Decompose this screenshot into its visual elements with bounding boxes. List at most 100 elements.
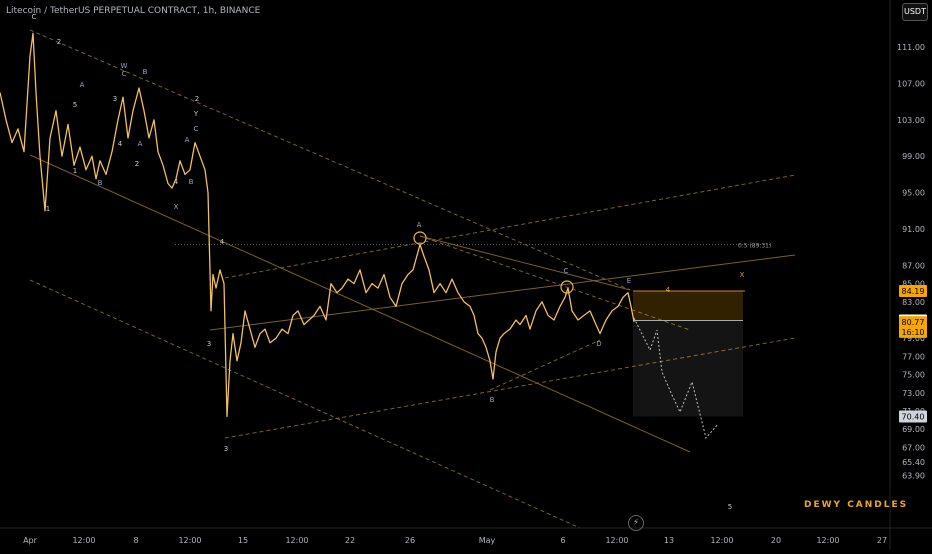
wave-label: B [490, 396, 495, 404]
price-tag: 84.19 [902, 287, 925, 296]
fib-label: 0.5 (89.31) [738, 242, 771, 249]
price-series [0, 32, 719, 440]
price-tag-bg [899, 410, 927, 423]
wave-label: X [740, 271, 745, 279]
x-tick-label: 12:00 [285, 536, 308, 545]
price-tag-bg [899, 284, 927, 297]
wave-label: E [627, 277, 631, 285]
wave-label: 4 [666, 286, 671, 294]
x-tick-label: 26 [405, 536, 415, 545]
y-tick-label: 77.00 [902, 352, 925, 361]
y-tick-label: 63.90 [902, 472, 925, 481]
wave-label: 1 [73, 167, 77, 175]
currency-button[interactable]: USDT [902, 3, 928, 21]
price-tag: 70.40 [902, 412, 925, 421]
y-tick-label: 107.00 [897, 79, 925, 88]
wave-label: 3 [207, 340, 211, 348]
channel-line [29, 29, 631, 291]
y-tick-label: 83.00 [902, 298, 925, 307]
channel-line [419, 235, 631, 291]
y-tick-label: 91.00 [902, 225, 925, 234]
channel-line [419, 235, 691, 331]
wave-label: B [189, 178, 194, 186]
y-tick-label: 85.00 [902, 280, 925, 289]
x-tick-label: 8 [133, 536, 138, 545]
wave-label: A [80, 81, 85, 89]
wave-label: 2 [57, 38, 61, 46]
wave-label: 5 [728, 503, 732, 511]
y-tick-label: 95.00 [902, 189, 925, 198]
channel-line [29, 154, 691, 453]
wave-label: 3 [224, 445, 228, 453]
wave-label: Y [193, 110, 199, 118]
lightning-icon[interactable]: ⚡ [628, 515, 644, 531]
y-tick-label: 67.00 [902, 443, 925, 452]
wave-label: 1 [46, 205, 50, 213]
channel-line [489, 339, 601, 391]
price-wick-shadow [0, 33, 635, 417]
channel-line [209, 254, 796, 331]
price-tag-bg [899, 316, 927, 329]
y-tick-label: 111.00 [897, 43, 925, 52]
wave-label: C [564, 267, 569, 275]
wave-label: X [174, 203, 179, 211]
y-tick-label: 75.00 [902, 371, 925, 380]
x-tick-label: 6 [560, 536, 565, 545]
wave-label: B [98, 179, 103, 187]
y-tick-label: 99.00 [902, 152, 925, 161]
brand-watermark: DEWY CANDLES [804, 500, 909, 510]
forecast-path [633, 317, 719, 440]
price-tag-bg [899, 325, 927, 338]
wave-label: 4 [174, 178, 179, 186]
x-tick-label: Apr [23, 536, 38, 545]
price-tag: 16:10 [901, 328, 924, 337]
wave-label: 5 [73, 101, 77, 109]
trend-lines: 0.5 (89.31) [29, 29, 796, 529]
y-tick-label: 79.00 [902, 334, 925, 343]
x-tick-label: 12:00 [816, 536, 839, 545]
wave-label: C [194, 125, 199, 133]
channel-line [224, 337, 796, 439]
y-tick-label: 87.00 [902, 261, 925, 270]
x-tick-label: May [479, 536, 496, 545]
chart-title: Litecoin / TetherUS PERPETUAL CONTRACT, … [6, 6, 261, 16]
target-zone [633, 290, 743, 321]
x-tick-label: 15 [238, 536, 248, 545]
pivot-marker [560, 280, 574, 294]
wave-label: 4 [118, 140, 123, 148]
wave-label: 4 [220, 238, 225, 246]
y-tick-label: 73.00 [902, 389, 925, 398]
wave-label: 2 [195, 95, 199, 103]
y-tick-label: 69.00 [902, 425, 925, 434]
x-tick-label: 13 [664, 536, 674, 545]
wave-label: A [138, 140, 143, 148]
wave-label: A [185, 136, 190, 144]
x-tick-label: 12:00 [178, 536, 201, 545]
wave-label: D [596, 340, 601, 348]
price-line [0, 32, 635, 418]
channel-line [224, 174, 796, 279]
projection-zone [633, 320, 743, 417]
wave-label: C [32, 13, 37, 21]
wave-label: 2 [135, 160, 139, 168]
wave-label: B [143, 68, 148, 76]
x-tick-label: 12:00 [605, 536, 628, 545]
y-tick-label: 65.40 [902, 458, 925, 467]
wave-label: 3 [113, 95, 117, 103]
x-tick-label: 22 [345, 536, 355, 545]
price-tag: 80.77 [902, 318, 925, 327]
wave-label: W [121, 62, 128, 70]
wave-label: A [417, 221, 422, 229]
pivot-marker [413, 231, 427, 245]
y-tick-label: 103.00 [897, 116, 925, 125]
x-tick-label: 12:00 [72, 536, 95, 545]
x-tick-label: 20 [771, 536, 781, 545]
wave-label: C [122, 70, 127, 78]
x-tick-label: 27 [877, 536, 887, 545]
channel-line [29, 279, 581, 529]
x-tick-label: 12:00 [710, 536, 733, 545]
